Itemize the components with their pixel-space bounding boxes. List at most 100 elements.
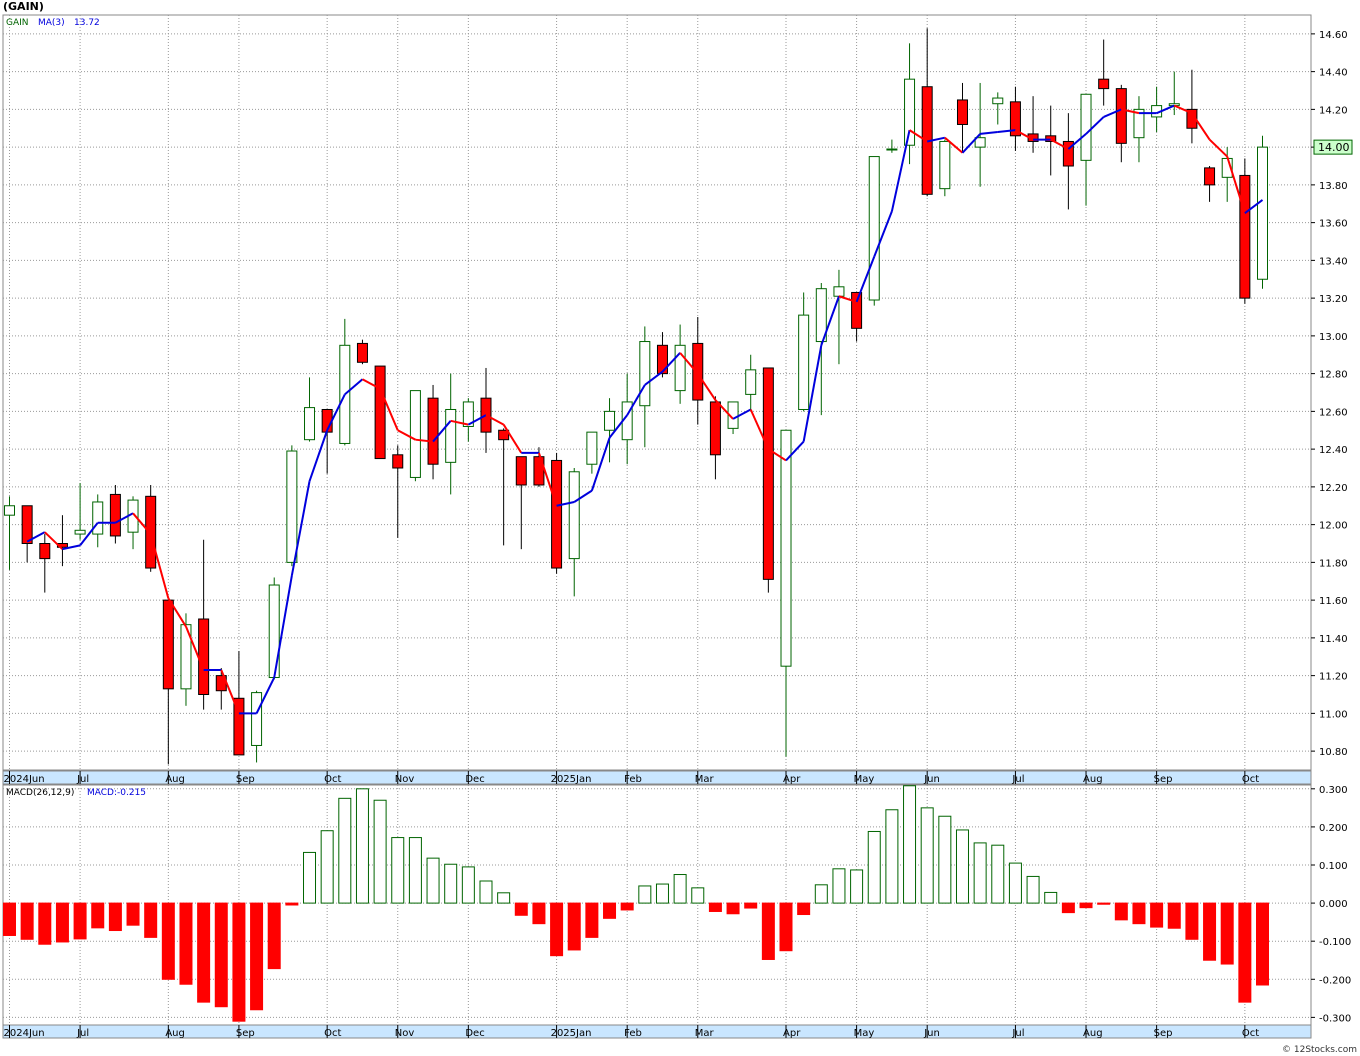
ma-line-segment [26, 531, 46, 543]
candle-body [462, 401, 474, 427]
ma-line-segment [79, 522, 99, 547]
ma-line-segment [626, 384, 646, 416]
ma-line-segment [62, 544, 81, 551]
macd-bar [726, 902, 740, 915]
candle-body [551, 459, 563, 569]
ma-line-segment [450, 419, 469, 426]
macd-bar [250, 902, 264, 1011]
candle-body [498, 429, 510, 441]
candle-body [798, 314, 810, 410]
candle-body [374, 365, 386, 460]
macd-bar [1238, 902, 1252, 1003]
candle-body [251, 692, 263, 746]
candle-body [1204, 167, 1216, 186]
price-y-tick-label: 14.60 [1319, 30, 1348, 41]
ma-line-segment [44, 531, 64, 550]
macd-bar [920, 807, 934, 904]
macd-bar [408, 837, 422, 904]
price-panel-frame [2, 14, 1312, 771]
date-tick-label: Aug [1083, 1028, 1103, 1039]
price-y-tick-label: 10.80 [1319, 747, 1348, 758]
candle-body [1186, 108, 1198, 129]
macd-y-tick-label: -0.300 [1319, 1013, 1351, 1024]
candle-body [815, 288, 827, 343]
last-price-label: 14.00 [1318, 141, 1350, 154]
price-y-tick-label: 11.80 [1319, 558, 1348, 569]
ma-line-segment [732, 408, 752, 420]
macd-bar [550, 902, 564, 957]
macd-bar [232, 902, 246, 1022]
macd-y-tick-label: 0.000 [1319, 899, 1348, 910]
macd-bar [91, 902, 105, 929]
candle-body [762, 367, 774, 580]
macd-bar [391, 837, 405, 904]
candle-body [233, 697, 245, 756]
ma-line-segment [1244, 199, 1264, 214]
macd-bar [197, 902, 211, 1003]
ma-line-segment [909, 129, 928, 143]
ma-line-segment [944, 136, 964, 154]
date-tick-label: Oct [1242, 774, 1259, 785]
candle-body [1062, 140, 1074, 167]
ma-line-segment [502, 424, 523, 454]
date-tick-label: 2025Jan [551, 1028, 592, 1039]
price-y-tick-label: 13.00 [1319, 332, 1348, 343]
macd-bar [1220, 902, 1234, 965]
macd-bar [1044, 891, 1058, 904]
candle-body [427, 397, 439, 465]
macd-bar [867, 830, 881, 904]
price-y-tick-label: 11.20 [1319, 672, 1348, 683]
price-y-tick-label: 12.60 [1319, 407, 1348, 418]
ma-line-segment [590, 437, 611, 491]
candle-body [145, 495, 157, 569]
ma-line-segment [696, 373, 717, 401]
candle-body [586, 431, 598, 465]
price-y-tick-label: 12.80 [1319, 370, 1348, 381]
macd-bar [903, 785, 917, 904]
candle-body [21, 505, 33, 544]
ma-line-segment [644, 370, 664, 386]
candle-body [992, 97, 1004, 105]
date-tick-label: May [854, 1028, 875, 1039]
macd-bar [1114, 902, 1128, 921]
macd-bar [179, 902, 193, 985]
candle-body [1009, 101, 1021, 137]
candle-body [868, 156, 880, 301]
last-price-badge [1313, 139, 1353, 155]
macd-bar [1203, 902, 1217, 961]
macd-bar [267, 902, 281, 970]
candle-body [356, 342, 368, 363]
ma-line-segment [714, 399, 734, 420]
date-tick-label: Jul [76, 1028, 89, 1039]
ma-line-segment [255, 677, 276, 714]
macd-y-tick-label: -0.200 [1319, 975, 1351, 986]
ma-line-segment [556, 500, 575, 507]
macd-bar [744, 902, 758, 909]
candle-body [162, 599, 174, 690]
candle-body [198, 618, 210, 695]
ma-line-segment [1173, 104, 1193, 115]
date-tick-label: Oct [324, 774, 341, 785]
macd-y-tick-label: -0.100 [1319, 937, 1351, 948]
macd-bar [585, 902, 599, 938]
macd-bar [373, 799, 387, 904]
candle-body [886, 148, 898, 151]
ma-line-segment [1226, 156, 1246, 214]
ma-line-segment [873, 210, 893, 257]
ma-line-segment [397, 429, 416, 441]
ma-line-segment [608, 414, 628, 439]
ma-line-segment [785, 440, 805, 462]
candle-body [956, 99, 968, 125]
candle-body [515, 456, 527, 486]
macd-y-tick-label: 0.100 [1319, 861, 1348, 872]
candle-body [974, 137, 986, 148]
date-tick-label: Aug [165, 1028, 185, 1039]
date-tick-label: Mar [695, 1028, 715, 1039]
ma-line-segment [1121, 108, 1140, 115]
date-tick-label: Apr [783, 1028, 801, 1039]
ma-line-segment [537, 452, 558, 507]
candle-body [904, 78, 916, 146]
date-tick-label: Dec [465, 774, 484, 785]
macd-bar [338, 797, 352, 904]
ma-line-segment [749, 409, 770, 450]
